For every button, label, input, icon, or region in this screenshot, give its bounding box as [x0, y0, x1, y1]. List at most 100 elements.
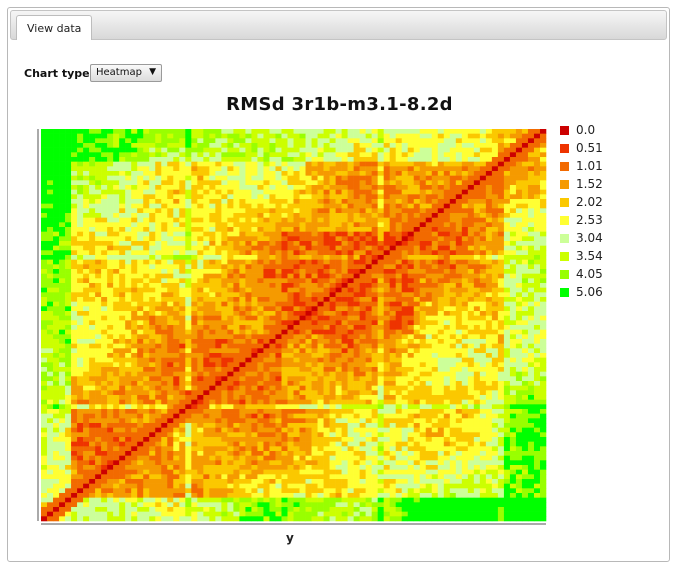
heatmap-cell: [395, 213, 403, 218]
heatmap-cell: [515, 287, 523, 293]
tab-view-data[interactable]: View data: [16, 15, 93, 40]
heatmap-cell: [461, 213, 469, 218]
heatmap-cell: [539, 320, 547, 326]
heatmap-cell: [245, 297, 252, 302]
heatmap-cell: [263, 138, 270, 144]
heatmap-cell: [131, 297, 138, 302]
heatmap-cell: [533, 278, 541, 284]
heatmap-cell: [71, 171, 78, 176]
heatmap-cell: [221, 325, 228, 330]
heatmap-cell: [425, 367, 433, 372]
heatmap-cell: [221, 147, 228, 153]
heatmap-cell: [65, 259, 72, 265]
heatmap-cell: [41, 133, 48, 139]
heatmap-cell: [377, 250, 384, 256]
heatmap-cell: [95, 171, 102, 176]
heatmap-cell: [533, 301, 541, 307]
heatmap-cell: [185, 320, 192, 326]
heatmap-cell: [527, 367, 535, 372]
heatmap-cell: [41, 357, 48, 363]
heatmap-cell: [455, 311, 463, 316]
heatmap-cell: [473, 213, 481, 218]
heatmap-cell: [431, 385, 439, 391]
chart-type-select[interactable]: Heatmap ▼: [90, 64, 162, 82]
heatmap-cell: [173, 306, 180, 312]
heatmap-cell: [71, 133, 78, 139]
heatmap-cell: [125, 208, 132, 214]
heatmap-cell: [461, 367, 469, 372]
heatmap-cell: [251, 357, 258, 363]
heatmap-cell: [191, 241, 198, 246]
heatmap-cell: [335, 292, 342, 298]
heatmap-cell: [335, 213, 342, 218]
heatmap-cell: [521, 241, 529, 246]
heatmap-cell: [473, 175, 481, 181]
heatmap-cell: [539, 175, 547, 181]
heatmap-cell: [107, 143, 114, 148]
heatmap-cell: [119, 399, 126, 405]
heatmap-cell: [155, 381, 162, 386]
heatmap-cell: [113, 222, 120, 228]
heatmap-cell: [239, 143, 246, 148]
heatmap-cell: [263, 259, 270, 265]
heatmap-cell: [413, 227, 421, 232]
heatmap-cell: [491, 208, 499, 214]
heatmap-cell: [77, 306, 84, 312]
heatmap-cell: [419, 334, 427, 340]
heatmap-cell: [245, 399, 252, 405]
heatmap-cell: [437, 213, 445, 218]
heatmap-cell: [95, 203, 102, 209]
heatmap-cell: [473, 292, 481, 298]
heatmap-cell: [473, 161, 481, 167]
heatmap-cell: [239, 371, 246, 377]
heatmap-cell: [287, 334, 294, 340]
heatmap-cell: [377, 301, 384, 307]
heatmap-cell: [335, 353, 342, 358]
heatmap-cell: [389, 390, 396, 396]
heatmap-cell: [239, 180, 246, 186]
heatmap-cell: [263, 143, 270, 148]
heatmap-cell: [305, 217, 312, 223]
heatmap-cell: [215, 381, 222, 386]
heatmap-cell: [317, 329, 324, 335]
heatmap-cell: [71, 236, 78, 242]
heatmap-cell: [467, 395, 475, 400]
heatmap-cell: [113, 236, 120, 242]
heatmap-cell: [263, 203, 270, 209]
heatmap-cell: [323, 371, 330, 377]
heatmap-cell: [383, 185, 390, 190]
heatmap-cell: [395, 315, 403, 321]
heatmap-cell: [275, 231, 282, 237]
heatmap-cell: [335, 147, 342, 153]
heatmap-cell: [527, 222, 535, 228]
heatmap-cell: [41, 213, 48, 218]
heatmap-cell: [53, 203, 60, 209]
heatmap-cell: [257, 255, 264, 260]
heatmap-cell: [419, 203, 427, 209]
heatmap-cell: [329, 203, 336, 209]
heatmap-cell: [479, 278, 487, 284]
heatmap-cell: [323, 133, 330, 139]
heatmap-cell: [509, 171, 517, 176]
heatmap-cell: [431, 264, 439, 270]
heatmap-cell: [143, 292, 150, 298]
heatmap-cell: [527, 334, 535, 340]
heatmap-cell: [317, 231, 324, 237]
heatmap-cell: [467, 348, 475, 354]
heatmap-cell: [179, 157, 186, 162]
heatmap-cell: [461, 250, 469, 256]
heatmap-cell: [533, 311, 541, 316]
heatmap-cell: [491, 367, 499, 372]
heatmap-cell: [533, 222, 541, 228]
heatmap-cell: [41, 306, 48, 312]
heatmap-cell: [299, 189, 306, 195]
heatmap-cell: [407, 395, 415, 400]
heatmap-cell: [101, 227, 108, 232]
heatmap-cell: [143, 264, 150, 270]
heatmap-cell: [59, 171, 66, 176]
heatmap-cell: [209, 329, 216, 335]
heatmap-cell: [137, 259, 144, 265]
heatmap-cell: [95, 147, 102, 153]
heatmap-cell: [509, 264, 517, 270]
heatmap-cell: [533, 273, 541, 279]
